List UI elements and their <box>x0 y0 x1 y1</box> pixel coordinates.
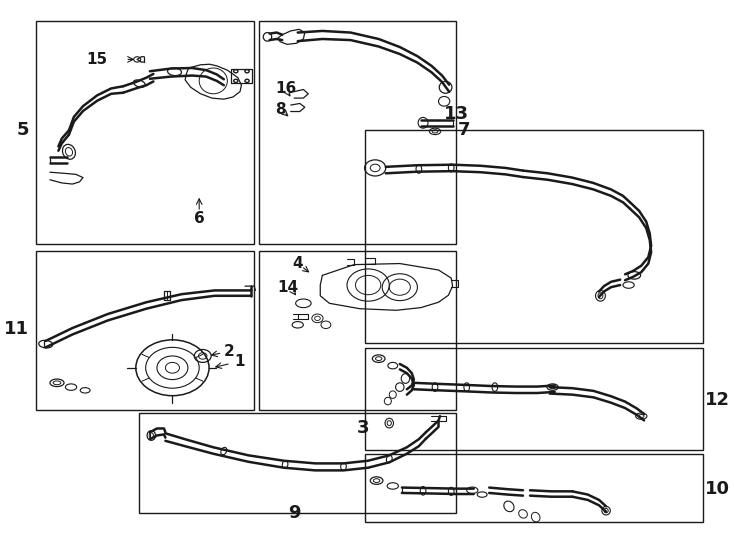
Text: 11: 11 <box>4 320 29 338</box>
Bar <box>36 251 254 410</box>
Text: 6: 6 <box>194 212 205 226</box>
Bar <box>365 454 702 523</box>
Text: 15: 15 <box>87 52 108 67</box>
Text: 8: 8 <box>275 103 286 117</box>
Text: 13: 13 <box>443 105 468 123</box>
Text: 10: 10 <box>705 480 730 498</box>
Text: 12: 12 <box>705 391 730 409</box>
Text: 3: 3 <box>357 420 369 437</box>
Bar <box>139 414 456 513</box>
Text: 7: 7 <box>458 122 470 139</box>
Text: 5: 5 <box>16 122 29 139</box>
Bar <box>365 348 702 450</box>
Text: 9: 9 <box>288 504 300 523</box>
Bar <box>36 21 254 244</box>
Text: 2: 2 <box>224 344 235 359</box>
Bar <box>365 130 702 342</box>
Bar <box>259 251 456 410</box>
Text: 1: 1 <box>234 354 245 369</box>
Text: 4: 4 <box>293 256 303 271</box>
Bar <box>259 21 456 244</box>
Text: 14: 14 <box>277 280 299 295</box>
Text: 16: 16 <box>275 81 297 96</box>
